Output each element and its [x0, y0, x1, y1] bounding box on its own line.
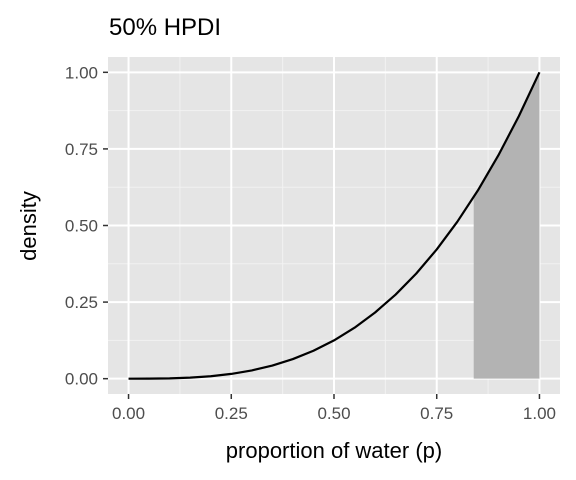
- density-curve: [128, 71, 541, 380]
- x-tick-label: 0.00: [112, 404, 145, 423]
- x-tick-label: 0.50: [317, 404, 350, 423]
- y-tick-label: 0.25: [65, 293, 98, 312]
- grid-major: [108, 57, 560, 394]
- density-curve-group: [128, 71, 541, 380]
- y-tick-label: 0.00: [65, 370, 98, 389]
- x-axis-title: proportion of water (p): [226, 438, 442, 463]
- x-axis: 0.00 0.25 0.50 0.75 1.00: [112, 394, 556, 423]
- y-tick-label: 0.50: [65, 217, 98, 236]
- x-tick-label: 0.75: [420, 404, 453, 423]
- hpdi-shaded-area: [473, 72, 540, 379]
- chart-title: 50% HPDI: [109, 14, 221, 41]
- y-axis: 0.00 0.25 0.50 0.75 1.00: [65, 63, 108, 389]
- hpdi-shading: [473, 72, 540, 379]
- y-tick-label: 1.00: [65, 63, 98, 82]
- x-tick-label: 0.25: [215, 404, 248, 423]
- y-axis-title: density: [16, 191, 41, 261]
- y-tick-label: 0.75: [65, 140, 98, 159]
- x-tick-label: 1.00: [523, 404, 556, 423]
